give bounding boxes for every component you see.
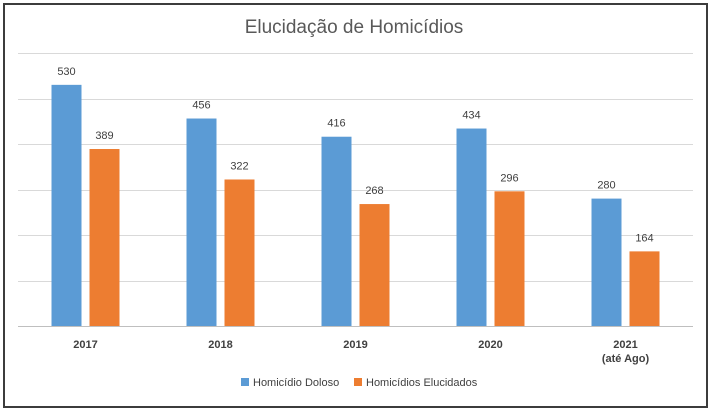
- bar-homicidio-doloso: [591, 198, 622, 326]
- legend-swatch: [354, 378, 362, 386]
- legend-label: Homicídio Doloso: [253, 377, 339, 389]
- x-tick-label: 2017: [73, 339, 97, 351]
- bar-homicidio-doloso: [186, 118, 217, 327]
- data-label: 456: [192, 100, 210, 112]
- chart-frame: [3, 3, 708, 408]
- bars: [51, 84, 660, 327]
- x-tick-label: 2021: [613, 339, 637, 351]
- bar-homicidios-elucidados: [89, 149, 120, 326]
- bar-homicidios-elucidados: [224, 179, 255, 326]
- data-label: 530: [57, 66, 75, 78]
- data-label: 416: [327, 118, 345, 130]
- data-label: 322: [230, 160, 248, 172]
- legend-label: Homicídios Elucidados: [366, 377, 478, 389]
- category-labels: 2017 2018 2019 2020 2021 (até Ago): [73, 339, 649, 365]
- x-tick-label: 2018: [208, 339, 232, 351]
- data-label: 164: [635, 232, 653, 244]
- data-label: 434: [462, 110, 480, 122]
- bar-homicidio-doloso: [456, 128, 487, 326]
- x-tick-label: (até Ago): [602, 353, 650, 365]
- gridlines: [18, 53, 693, 327]
- bar-homicidios-elucidados: [359, 204, 390, 326]
- chart-title: Elucidação de Homicídios: [245, 17, 464, 38]
- data-label: 296: [500, 172, 518, 184]
- bar-homicidios-elucidados: [494, 191, 525, 326]
- bar-homicidios-elucidados: [629, 251, 660, 326]
- data-label: 280: [597, 180, 615, 192]
- bar-homicidio-doloso: [321, 136, 352, 326]
- data-label: 389: [95, 130, 113, 142]
- legend: Homicídio Doloso Homicídios Elucidados: [241, 377, 478, 389]
- x-tick-label: 2020: [478, 339, 502, 351]
- bar-homicidio-doloso: [51, 84, 82, 326]
- value-labels: 530 389 456 322 416 268 434 296 280 164: [57, 66, 653, 245]
- x-tick-label: 2019: [343, 339, 367, 351]
- data-label: 268: [365, 185, 383, 197]
- legend-swatch: [241, 378, 249, 386]
